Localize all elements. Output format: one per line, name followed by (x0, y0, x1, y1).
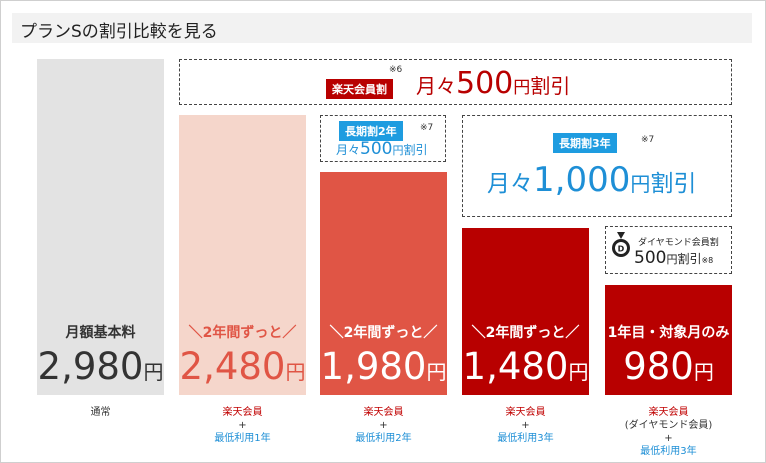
bar-unit-year2: 円 (426, 360, 447, 384)
bar-unit-year1: 円 (285, 360, 306, 384)
rakuten-discount-suffix: 割引 (530, 74, 571, 98)
bar-caption-line: 楽天会員 (505, 407, 546, 418)
bar-caption-diamond: 楽天会員 (ダイヤモンド会員) + 最低利用3年 (625, 406, 713, 458)
long3-discount-yen: 円 (630, 172, 651, 196)
bar-caption-standard: 通常 (91, 406, 111, 419)
bar-value-year3: 1,480 (462, 345, 569, 388)
page-title: プランSの割引比較を見る (20, 22, 218, 42)
bar-tag-diamond: 1年目・対象月のみ (607, 325, 730, 341)
bar-unit-year3: 円 (568, 360, 589, 384)
diamond-discount-yen: 円 (666, 253, 678, 266)
bar-year1: ＼2年間ずっと／ 2,480円 (179, 115, 306, 395)
bar-caption-year1: 楽天会員 + 最低利用1年 (214, 406, 270, 445)
bar-tag-year3: ＼2年間ずっと／ (471, 325, 580, 341)
rakuten-discount-note: ※6 (389, 65, 403, 75)
diamond-discount-note: ※8 (701, 256, 714, 265)
bar-caption-line: (ダイヤモンド会員) (624, 420, 713, 431)
bar-caption-line: 最低利用3年 (640, 446, 697, 457)
bar-caption-line: 楽天会員 (222, 407, 263, 418)
diamond-discount-box: D ダイヤモンド会員割 500円割引※8 (605, 226, 732, 274)
rakuten-discount-badge: 楽天会員割 (326, 79, 393, 99)
long2-discount-badge: 長期割2年 (339, 121, 403, 141)
bar-unit-diamond: 円 (693, 360, 714, 384)
bar-year3: ＼2年間ずっと／ 1,480円 (462, 228, 589, 395)
long2-discount-note: ※7 (420, 123, 434, 133)
long2-discount-yen: 円 (392, 144, 404, 157)
bar-caption-line: 通常 (90, 407, 111, 418)
rakuten-discount-value: 500 (456, 66, 514, 101)
long3-discount-suffix: 割引 (650, 171, 697, 197)
diamond-discount-badge: ダイヤモンド会員割 (638, 238, 719, 248)
bar-caption-line: + (521, 420, 530, 431)
rakuten-discount-yen: 円 (513, 78, 531, 98)
bar-standard: 月額基本料 2,980円 (37, 59, 164, 395)
rakuten-discount-prefix: 月々 (416, 74, 456, 98)
bar-caption-line: + (664, 433, 673, 444)
diamond-discount-value: 500 (634, 248, 667, 268)
bar-price-standard: 2,980円 (38, 348, 164, 385)
title-bar (12, 13, 752, 43)
bar-caption-line: 最低利用2年 (355, 433, 412, 444)
svg-text:D: D (618, 245, 625, 254)
long3-discount-box: 長期割3年 ※7 月々1,000円割引 (462, 115, 732, 217)
bar-price-year3: 1,480円 (463, 348, 589, 385)
bar-caption-line: 最低利用3年 (497, 433, 554, 444)
long3-discount-badge: 長期割3年 (553, 133, 617, 153)
long2-discount-suffix: 割引 (403, 143, 428, 157)
bar-diamond: 1年目・対象月のみ 980円 (605, 285, 732, 395)
bar-value-year1: 2,480 (179, 345, 286, 388)
bar-price-year1: 2,480円 (180, 348, 306, 385)
bar-caption-year3: 楽天会員 + 最低利用3年 (497, 406, 553, 445)
bar-year2: ＼2年間ずっと／ 1,980円 (320, 172, 447, 395)
bar-tag-standard: 月額基本料 (65, 325, 136, 341)
bar-caption-year2: 楽天会員 + 最低利用2年 (355, 406, 411, 445)
bar-tag-year2: ＼2年間ずっと／ (329, 325, 438, 341)
long2-discount-amount: 月々500円割引 (336, 141, 427, 158)
rakuten-discount-box: 楽天会員割 ※6 月々500円割引 (179, 59, 732, 105)
rakuten-discount-amount: 月々500円割引 (416, 69, 570, 99)
long3-discount-note: ※7 (641, 135, 655, 145)
bar-value-standard: 2,980 (37, 345, 144, 388)
bar-caption-line: 楽天会員 (363, 407, 404, 418)
bar-value-year2: 1,980 (320, 345, 427, 388)
bar-caption-line: + (238, 420, 247, 431)
bar-caption-line: + (379, 420, 388, 431)
long2-discount-prefix: 月々 (336, 143, 361, 157)
diamond-medal-icon: D (612, 232, 630, 257)
long2-discount-value: 500 (360, 139, 393, 159)
bar-value-diamond: 980 (623, 345, 694, 388)
bar-caption-line: 楽天会員 (648, 407, 689, 418)
bar-unit-standard: 円 (143, 360, 164, 384)
long2-discount-box: 長期割2年 ※7 月々500円割引 (320, 115, 446, 162)
bar-caption-line: 最低利用1年 (214, 433, 271, 444)
diamond-discount-amount: 500円割引※8 (634, 250, 713, 267)
long3-discount-amount: 月々1,000円割引 (487, 163, 696, 197)
bar-tag-year1: ＼2年間ずっと／ (188, 325, 297, 341)
long3-discount-value: 1,000 (533, 160, 631, 200)
bar-price-diamond: 980円 (623, 348, 714, 385)
long3-discount-prefix: 月々 (487, 171, 533, 197)
diamond-discount-suffix: 割引 (677, 252, 702, 266)
bar-price-year2: 1,980円 (321, 348, 447, 385)
